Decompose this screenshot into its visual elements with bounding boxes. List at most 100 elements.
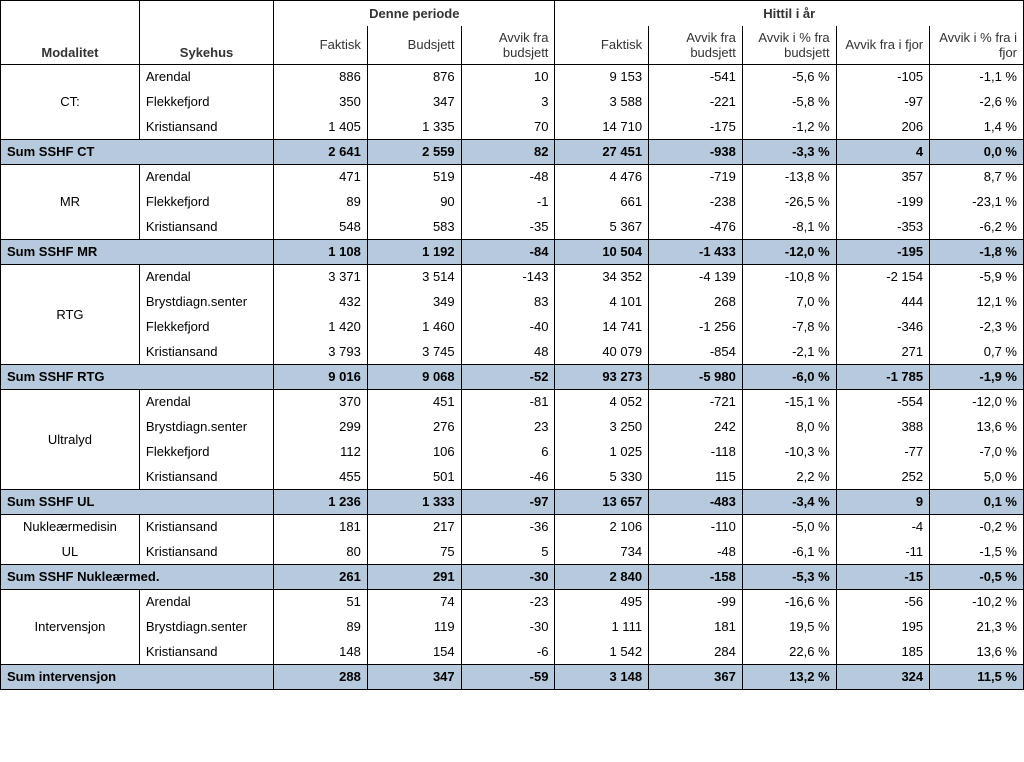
data-cell: -3,4 % xyxy=(742,489,836,514)
data-cell: 5,0 % xyxy=(930,464,1024,489)
data-cell: -81 xyxy=(461,389,555,414)
modalitet-cell: RTG xyxy=(1,264,140,364)
data-cell: 19,5 % xyxy=(742,614,836,639)
table-row: Kristiansand148154-61 54228422,6 %18513,… xyxy=(1,639,1024,664)
data-cell: -48 xyxy=(461,164,555,189)
data-cell: -1,1 % xyxy=(930,64,1024,89)
data-cell: -1 785 xyxy=(836,364,930,389)
data-cell: 455 xyxy=(274,464,368,489)
data-cell: 519 xyxy=(367,164,461,189)
data-cell: 40 079 xyxy=(555,339,649,364)
data-cell: -12,0 % xyxy=(930,389,1024,414)
sykehus-cell: Arendal xyxy=(139,589,273,614)
data-cell: 195 xyxy=(836,614,930,639)
data-cell: 1 192 xyxy=(367,239,461,264)
data-cell: -476 xyxy=(649,214,743,239)
data-cell: 2 840 xyxy=(555,564,649,589)
data-cell: -10,8 % xyxy=(742,264,836,289)
data-cell: 12,1 % xyxy=(930,289,1024,314)
data-cell: -5 980 xyxy=(649,364,743,389)
header-group-period: Denne periode xyxy=(274,1,555,26)
data-cell: -346 xyxy=(836,314,930,339)
data-cell: 1 333 xyxy=(367,489,461,514)
modalitet-cell: CT: xyxy=(1,64,140,139)
data-cell: -6,0 % xyxy=(742,364,836,389)
data-cell: 3 588 xyxy=(555,89,649,114)
data-cell: 388 xyxy=(836,414,930,439)
data-cell: -5,3 % xyxy=(742,564,836,589)
data-cell: 1 420 xyxy=(274,314,368,339)
sum-row: Sum SSHF UL1 2361 333-9713 657-483-3,4 %… xyxy=(1,489,1024,514)
data-cell: 661 xyxy=(555,189,649,214)
data-cell: -110 xyxy=(649,514,743,539)
sum-row: Sum intervensjon288347-593 14836713,2 %3… xyxy=(1,664,1024,689)
data-cell: -554 xyxy=(836,389,930,414)
data-cell: 886 xyxy=(274,64,368,89)
data-cell: 7,0 % xyxy=(742,289,836,314)
data-cell: 4 476 xyxy=(555,164,649,189)
data-cell: 501 xyxy=(367,464,461,489)
data-cell: 495 xyxy=(555,589,649,614)
data-cell: 21,3 % xyxy=(930,614,1024,639)
data-cell: -1 xyxy=(461,189,555,214)
data-cell: -719 xyxy=(649,164,743,189)
data-cell: 451 xyxy=(367,389,461,414)
data-cell: -13,8 % xyxy=(742,164,836,189)
data-cell: 6 xyxy=(461,439,555,464)
data-cell: 34 352 xyxy=(555,264,649,289)
data-cell: 3 250 xyxy=(555,414,649,439)
data-cell: 271 xyxy=(836,339,930,364)
modalitet-cell: Ultralyd xyxy=(1,389,140,489)
data-cell: 13 657 xyxy=(555,489,649,514)
data-cell: -1 256 xyxy=(649,314,743,339)
data-cell: 367 xyxy=(649,664,743,689)
header-avvik-budsjett: Avvik fra budsjett xyxy=(461,26,555,65)
data-cell: -48 xyxy=(649,539,743,564)
data-cell: 22,6 % xyxy=(742,639,836,664)
data-cell: 93 273 xyxy=(555,364,649,389)
data-cell: -1,8 % xyxy=(930,239,1024,264)
data-cell: 268 xyxy=(649,289,743,314)
data-cell: 548 xyxy=(274,214,368,239)
data-cell: -26,5 % xyxy=(742,189,836,214)
table-row: Kristiansand3 7933 7454840 079-854-2,1 %… xyxy=(1,339,1024,364)
data-cell: 2,2 % xyxy=(742,464,836,489)
data-cell: 0,1 % xyxy=(930,489,1024,514)
sum-label: Sum SSHF MR xyxy=(1,239,274,264)
data-cell: 252 xyxy=(836,464,930,489)
data-cell: 291 xyxy=(367,564,461,589)
header-avvik-fjor: Avvik fra i fjor xyxy=(836,26,930,65)
table-row: Kristiansand1 4051 3357014 710-175-1,2 %… xyxy=(1,114,1024,139)
data-cell: -84 xyxy=(461,239,555,264)
sum-row: Sum SSHF RTG9 0169 068-5293 273-5 980-6,… xyxy=(1,364,1024,389)
data-cell: 11,5 % xyxy=(930,664,1024,689)
table-row: RTGArendal3 3713 514-14334 352-4 139-10,… xyxy=(1,264,1024,289)
data-cell: 350 xyxy=(274,89,368,114)
data-cell: 112 xyxy=(274,439,368,464)
data-cell: -6,1 % xyxy=(742,539,836,564)
data-cell: 3 793 xyxy=(274,339,368,364)
data-cell: 5 xyxy=(461,539,555,564)
data-cell: -195 xyxy=(836,239,930,264)
sykehus-cell: Arendal xyxy=(139,264,273,289)
data-cell: 276 xyxy=(367,414,461,439)
data-cell: 349 xyxy=(367,289,461,314)
table-row: UltralydArendal370451-814 052-721-15,1 %… xyxy=(1,389,1024,414)
data-cell: 9 153 xyxy=(555,64,649,89)
table-row: Flekkefjord1 4201 460-4014 741-1 256-7,8… xyxy=(1,314,1024,339)
data-cell: 734 xyxy=(555,539,649,564)
sykehus-cell: Kristiansand xyxy=(139,514,273,539)
table-row: Brystdiagn.senter299276233 2502428,0 %38… xyxy=(1,414,1024,439)
data-cell: 217 xyxy=(367,514,461,539)
data-cell: 876 xyxy=(367,64,461,89)
data-cell: 583 xyxy=(367,214,461,239)
data-cell: 181 xyxy=(274,514,368,539)
data-cell: 14 741 xyxy=(555,314,649,339)
header-avvik-pct-fjor: Avvik i % fra i fjor xyxy=(930,26,1024,65)
data-cell: 4 052 xyxy=(555,389,649,414)
data-cell: 1 111 xyxy=(555,614,649,639)
table-row: Brystdiagn.senter432349834 1012687,0 %44… xyxy=(1,289,1024,314)
data-cell: -6,2 % xyxy=(930,214,1024,239)
sykehus-cell: Flekkefjord xyxy=(139,439,273,464)
data-cell: 90 xyxy=(367,189,461,214)
